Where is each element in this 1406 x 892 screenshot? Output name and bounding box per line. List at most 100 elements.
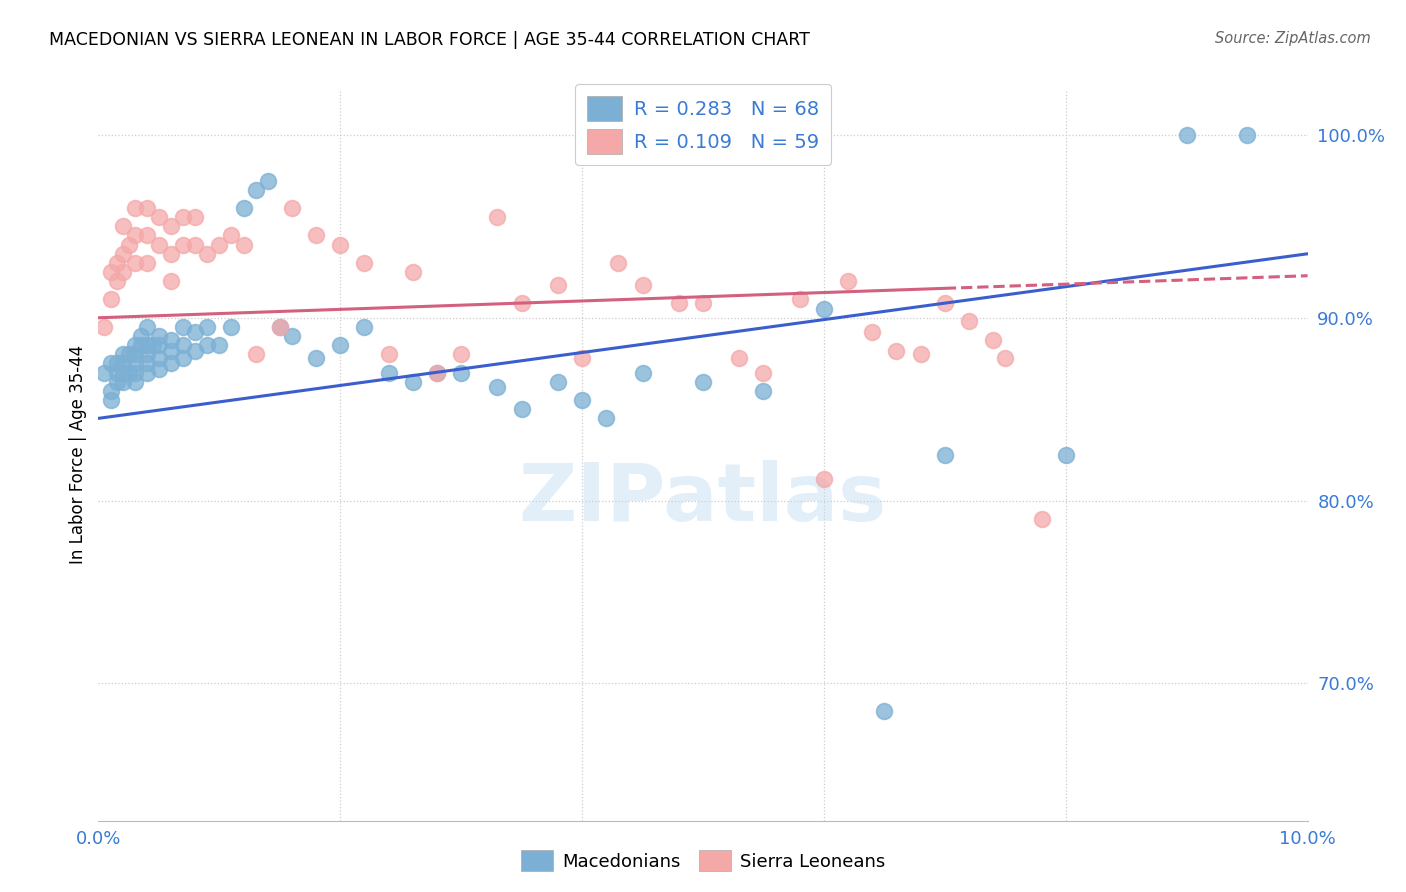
Point (232, 201, 254, 215)
Point (208, 338, 231, 352)
Point (118, 366, 141, 380)
Point (486, 380, 509, 394)
Point (752, 384, 775, 398)
Point (692, 296, 714, 310)
Point (160, 356, 183, 371)
Point (105, 366, 128, 380)
Point (160, 274, 183, 288)
Point (692, 375, 714, 389)
Point (124, 338, 146, 352)
Point (281, 201, 304, 215)
Point (607, 256, 630, 270)
Point (100, 293, 122, 307)
Point (184, 211, 207, 225)
Point (124, 356, 146, 371)
Point (172, 338, 194, 352)
Point (93, 319, 115, 334)
Point (105, 356, 128, 371)
Point (124, 366, 146, 380)
Point (111, 366, 134, 380)
Point (195, 338, 218, 352)
Point (728, 351, 751, 365)
Point (124, 256, 146, 270)
Point (111, 356, 134, 371)
Point (100, 393, 122, 408)
Point (129, 329, 152, 343)
Point (957, 314, 980, 328)
Point (789, 293, 811, 307)
Point (837, 274, 859, 288)
Point (124, 201, 146, 215)
Text: MACEDONIAN VS SIERRA LEONEAN IN LABOR FORCE | AGE 35-44 CORRELATION CHART: MACEDONIAN VS SIERRA LEONEAN IN LABOR FO… (49, 31, 810, 49)
Point (135, 347, 157, 361)
Point (510, 402, 533, 417)
Point (105, 256, 128, 270)
Point (873, 704, 896, 718)
Point (426, 366, 449, 380)
Point (111, 375, 134, 389)
Point (631, 277, 654, 292)
Point (111, 347, 134, 361)
Point (184, 326, 207, 340)
Text: ZIPatlas: ZIPatlas (519, 459, 887, 538)
Point (135, 201, 157, 215)
Point (118, 237, 141, 252)
Point (426, 366, 449, 380)
Text: Source: ZipAtlas.com: Source: ZipAtlas.com (1215, 31, 1371, 46)
Point (571, 393, 593, 408)
Point (195, 319, 218, 334)
Point (994, 351, 1017, 365)
Point (377, 366, 399, 380)
Point (510, 296, 533, 310)
Point (111, 246, 134, 260)
Point (135, 228, 157, 243)
Point (208, 237, 231, 252)
Point (124, 347, 146, 361)
Point (172, 319, 194, 334)
Point (100, 265, 122, 279)
Point (353, 319, 375, 334)
Legend: R = 0.283   N = 68, R = 0.109   N = 59: R = 0.283 N = 68, R = 0.109 N = 59 (575, 84, 831, 165)
Point (129, 338, 152, 352)
Point (111, 219, 134, 234)
Point (221, 228, 243, 243)
Point (450, 347, 472, 361)
Point (981, 333, 1004, 347)
Point (595, 411, 617, 425)
Point (860, 326, 883, 340)
Y-axis label: In Labor Force | Age 35-44: In Labor Force | Age 35-44 (69, 345, 87, 565)
Point (135, 366, 157, 380)
Point (245, 347, 267, 361)
Point (752, 366, 775, 380)
Point (172, 211, 194, 225)
Point (329, 237, 352, 252)
Point (184, 343, 207, 358)
Point (160, 219, 183, 234)
Point (886, 343, 908, 358)
Point (305, 228, 328, 243)
Point (148, 329, 170, 343)
Point (148, 237, 170, 252)
Point (135, 319, 157, 334)
Point (105, 375, 128, 389)
Point (142, 338, 165, 352)
Point (571, 351, 593, 365)
Point (195, 246, 218, 260)
Point (934, 296, 956, 310)
Point (245, 183, 267, 197)
Point (148, 338, 170, 352)
Point (172, 351, 194, 365)
Point (269, 319, 291, 334)
Point (135, 356, 157, 371)
Point (547, 375, 569, 389)
Point (105, 274, 128, 288)
Point (377, 347, 399, 361)
Point (1236, 128, 1258, 142)
Point (402, 375, 425, 389)
Point (135, 338, 157, 352)
Point (148, 362, 170, 376)
Point (160, 343, 183, 358)
Point (269, 319, 291, 334)
Point (124, 228, 146, 243)
Point (547, 277, 569, 292)
